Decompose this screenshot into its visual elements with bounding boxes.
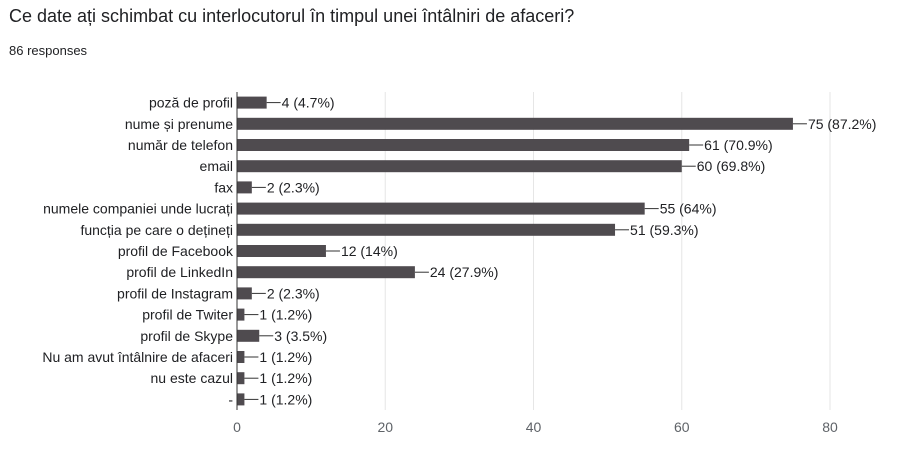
bar (237, 351, 245, 363)
x-tick-label: 60 (674, 419, 690, 435)
category-label: - (228, 391, 233, 407)
category-label: poză de profil (149, 95, 233, 111)
bar (237, 308, 245, 321)
category-label: nume și prenume (125, 116, 233, 132)
value-label: 1 (1.2%) (259, 391, 312, 407)
value-label: 60 (69.8%) (697, 158, 765, 174)
value-label: 1 (1.2%) (259, 307, 312, 323)
value-label: 24 (27.9%) (430, 264, 498, 280)
category-label: profil de Skype (140, 328, 233, 344)
bar (237, 329, 260, 342)
bar (237, 393, 245, 406)
question-title: Ce date ați schimbat cu interlocutorul î… (9, 6, 575, 26)
bar (237, 181, 252, 194)
value-label: 2 (2.3%) (267, 179, 320, 195)
value-label: 61 (70.9%) (704, 137, 772, 153)
bar (237, 202, 645, 215)
bar (237, 372, 245, 385)
x-tick-label: 40 (526, 419, 542, 435)
bar (237, 245, 326, 257)
x-tick-label: 20 (377, 419, 393, 435)
x-tick-label: 80 (822, 419, 838, 435)
value-label: 2 (2.3%) (267, 285, 320, 301)
value-label: 51 (59.3%) (630, 222, 698, 238)
category-label: profil de Facebook (118, 243, 234, 259)
value-label: 1 (1.2%) (259, 370, 312, 386)
value-label: 55 (64%) (660, 201, 717, 217)
category-label: profil de Instagram (117, 285, 233, 301)
value-label: 75 (87.2%) (808, 116, 876, 132)
bar (237, 223, 616, 236)
response-count: 86 responses (9, 43, 88, 58)
bar (237, 266, 415, 279)
category-label: număr de telefon (128, 137, 233, 153)
x-tick-label: 0 (233, 419, 241, 435)
category-label: profil de LinkedIn (126, 264, 233, 280)
bar (237, 139, 690, 151)
category-label: fax (214, 179, 233, 195)
category-label: email (200, 158, 233, 174)
value-label: 12 (14%) (341, 243, 398, 259)
value-label: 3 (3.5%) (274, 328, 327, 344)
bar (237, 117, 793, 130)
value-label: 1 (1.2%) (259, 349, 312, 365)
category-label: profil de Twiter (142, 307, 233, 323)
bar (237, 287, 252, 300)
bar (237, 160, 682, 173)
value-label: 4 (4.7%) (282, 95, 335, 111)
category-label: funcția pe care o dețineți (80, 222, 233, 238)
category-label: nu este cazul (151, 370, 234, 386)
category-label: Nu am avut întâlnire de afaceri (42, 349, 233, 365)
category-label: numele companiei unde lucrați (43, 201, 233, 217)
bar (237, 96, 267, 109)
